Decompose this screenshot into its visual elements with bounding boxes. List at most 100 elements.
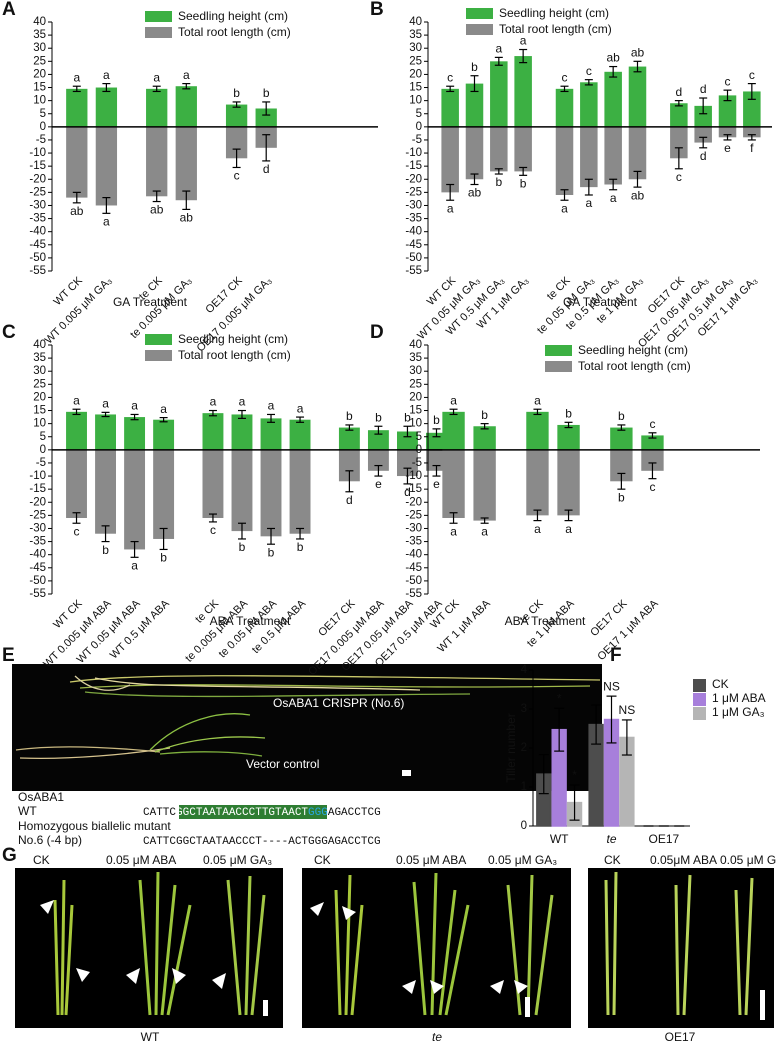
bar <box>289 449 311 534</box>
y-tick-label: -40 <box>29 226 46 238</box>
significance-letter: a <box>447 201 454 215</box>
y-tick-label: 30 <box>33 42 46 54</box>
significance-letter: a <box>183 68 190 82</box>
bar <box>465 83 484 127</box>
y-tick-label: 15 <box>409 82 422 94</box>
y-tick-label: 35 <box>409 352 422 364</box>
plant-drawing <box>15 675 601 760</box>
bar <box>66 126 88 198</box>
bar <box>473 426 496 450</box>
significance-letter: e <box>724 141 731 155</box>
significance-letter: f <box>750 141 754 155</box>
y-tick-label: 4 <box>521 664 528 676</box>
legend-swatch <box>466 24 493 35</box>
significance-letter: a <box>495 42 502 56</box>
significance-letter: b <box>495 175 502 189</box>
significance-letter: d <box>700 149 707 163</box>
bar <box>465 126 484 180</box>
y-tick-label: 30 <box>409 42 422 54</box>
sequence-highlight <box>179 805 327 819</box>
significance-letter: a <box>450 524 457 538</box>
bar <box>426 432 447 450</box>
significance-letter: c <box>649 417 655 431</box>
legend-swatch <box>145 11 172 22</box>
bar <box>641 435 664 450</box>
significance-letter: a <box>160 402 167 416</box>
bar <box>490 61 508 127</box>
significance-letter: c <box>749 68 755 82</box>
legend-label: 1 μM GA₃ <box>712 705 765 719</box>
y-tick-label: 5 <box>416 108 422 120</box>
y-tick-label: 40 <box>409 16 422 28</box>
significance-letter: b <box>404 410 411 424</box>
significance-letter: a <box>210 395 217 409</box>
panel-letter: A <box>2 0 16 20</box>
y-tick-label: -15 <box>405 160 422 172</box>
y-tick-label: 3 <box>521 703 527 715</box>
y-tick-label: -30 <box>29 523 46 535</box>
photo-label: Vector control <box>246 757 319 771</box>
bar <box>397 431 418 450</box>
bar <box>66 449 87 518</box>
y-tick-label: 0 <box>40 444 46 456</box>
significance-letter: c <box>649 480 655 494</box>
bar <box>694 105 712 127</box>
y-tick-label: -25 <box>405 186 422 198</box>
seq-part: CATTC <box>143 807 176 819</box>
bar <box>604 126 622 185</box>
significance-letter: a <box>534 522 541 536</box>
bar <box>604 71 622 127</box>
treatment-label: 0.05 μM GA₃ <box>720 853 776 867</box>
bar <box>231 414 253 450</box>
bar <box>641 449 664 471</box>
bar <box>260 449 282 537</box>
y-tick-label: -45 <box>29 562 46 574</box>
legend-swatch <box>693 679 706 692</box>
y-tick-label: -40 <box>405 226 422 238</box>
legend-label: Total root length (cm) <box>178 348 291 362</box>
significance-letter: a <box>585 196 592 210</box>
y-tick-label: 0 <box>416 444 422 456</box>
y-tick-label: 25 <box>33 378 46 390</box>
legend-label: Total root length (cm) <box>578 359 691 373</box>
wt-label: WT <box>18 804 37 818</box>
y-tick-label: -30 <box>29 200 46 212</box>
bar <box>526 411 549 450</box>
bar <box>442 411 465 450</box>
y-tick-label: 15 <box>409 405 422 417</box>
bar <box>175 86 197 127</box>
y-tick-label: -35 <box>29 213 46 225</box>
bar <box>473 449 496 521</box>
bar <box>514 126 532 172</box>
significance-letter: b <box>297 540 304 554</box>
bar <box>95 449 116 534</box>
bar <box>66 411 87 450</box>
legend-swatch <box>145 350 172 361</box>
significance-letter: c <box>676 170 682 184</box>
significance-letter: ab <box>631 188 645 202</box>
wt-sequence: CATTCGGCTAATAACCCTTGTAACTGGGAGACCTCG <box>143 807 381 819</box>
y-tick-label: -50 <box>29 575 46 587</box>
significance-letter: a <box>73 393 80 407</box>
bar <box>441 126 459 193</box>
significance-letter: a <box>239 395 246 409</box>
bar <box>289 419 311 450</box>
significance-letter: b <box>239 540 246 554</box>
legend-swatch <box>545 361 572 372</box>
y-tick-label: 40 <box>33 339 46 351</box>
y-tick-label: -40 <box>405 549 422 561</box>
bar <box>628 66 647 127</box>
seq-part: GGG <box>308 807 328 819</box>
significance-letter: ab <box>468 186 482 200</box>
y-tick-label: -20 <box>405 173 422 185</box>
legend-label: Seedling height (cm) <box>178 9 288 23</box>
treatment-label: CK <box>604 853 621 867</box>
bar <box>610 449 633 482</box>
y-tick-label: -15 <box>405 483 422 495</box>
bar <box>338 449 360 482</box>
mutant-name: No.6 (-4 bp) <box>18 833 82 847</box>
legend-label: Seedling height (cm) <box>578 343 688 357</box>
bar <box>555 126 574 195</box>
y-tick-label: -10 <box>405 470 422 482</box>
